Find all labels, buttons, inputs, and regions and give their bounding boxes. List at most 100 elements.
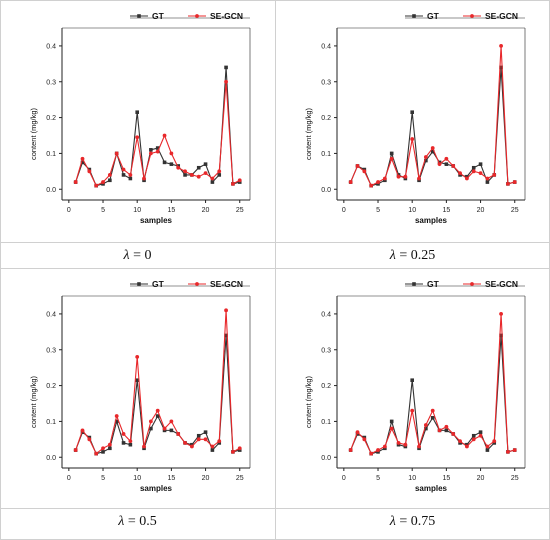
data-point-gt	[430, 149, 435, 154]
data-point-se-gcn	[417, 444, 421, 449]
data-point-se-gcn	[135, 135, 140, 140]
y-axis-label: content (mg/kg)	[304, 107, 313, 160]
data-point-gt	[471, 433, 476, 438]
data-point-se-gcn	[499, 312, 503, 316]
data-point-se-gcn	[382, 176, 387, 181]
panel-lambda-075: 0.0 0.1 0.2 0.3 0.4 0 5 10 15 20 25 samples content …	[275, 268, 550, 540]
data-point-se-gcn	[430, 408, 435, 413]
data-point-se-gcn	[464, 176, 469, 181]
x-tick-label: 0	[67, 475, 71, 482]
data-point-se-gcn	[492, 173, 497, 177]
line-chart: 0.0 0.1 0.2 0.3 0.4 0 5 10 15 20 25 samples content …	[304, 279, 526, 493]
data-point-se-gcn	[80, 428, 85, 433]
data-point-se-gcn	[471, 169, 476, 174]
data-point-se-gcn	[203, 437, 208, 442]
data-point-se-gcn	[376, 448, 380, 452]
data-point-se-gcn	[478, 433, 483, 438]
data-point-se-gcn	[114, 151, 119, 156]
data-point-se-gcn	[176, 165, 181, 170]
series-line-gt	[350, 335, 515, 455]
y-axis-label: content (mg/kg)	[304, 375, 313, 428]
caption-symbol: λ	[123, 248, 130, 263]
data-point-se-gcn	[148, 151, 153, 156]
grid-left-border	[0, 0, 1, 540]
data-point-gt	[499, 333, 503, 338]
data-point-gt	[444, 428, 449, 433]
data-point-gt	[108, 178, 112, 183]
data-point-gt	[478, 162, 483, 166]
legend-label: SE-GCN	[485, 279, 518, 289]
data-point-se-gcn	[162, 426, 167, 431]
line-chart: 0.0 0.1 0.2 0.3 0.4 0 5 10 15 20 25 samples content …	[29, 279, 251, 493]
panel-lambda-05: 0.0 0.1 0.2 0.3 0.4 0 5 10 15 20 25 samples content …	[0, 268, 275, 540]
data-point-gt	[169, 162, 174, 166]
data-point-se-gcn	[410, 137, 415, 141]
data-point-se-gcn	[444, 156, 449, 161]
data-point-se-gcn	[189, 444, 194, 449]
data-point-se-gcn	[423, 423, 428, 427]
data-point-se-gcn	[396, 174, 401, 179]
data-point-gt	[169, 428, 174, 433]
data-point-se-gcn	[237, 446, 242, 451]
data-point-gt	[121, 441, 126, 445]
y-tick-label: 0.1	[321, 419, 331, 426]
y-tick-label: 0.3	[321, 347, 331, 354]
series-line-gt	[350, 67, 515, 187]
data-point-se-gcn	[423, 155, 428, 159]
legend-marker-se-gcn	[195, 282, 199, 286]
data-point-se-gcn	[107, 442, 112, 447]
caption-value: = 0	[129, 248, 152, 263]
data-point-se-gcn	[348, 180, 353, 184]
data-point-gt	[499, 65, 503, 70]
y-tick-label: 0.4	[46, 311, 56, 318]
caption-value: = 0.5	[124, 514, 157, 529]
x-tick-label: 0	[342, 475, 346, 482]
x-tick-label: 5	[376, 475, 380, 482]
x-tick-label: 25	[511, 207, 519, 214]
data-point-se-gcn	[451, 164, 456, 168]
data-point-gt	[217, 173, 222, 177]
data-point-se-gcn	[183, 441, 187, 445]
y-tick-label: 0.4	[321, 311, 331, 318]
data-point-gt	[203, 430, 208, 434]
x-tick-label: 5	[376, 207, 380, 214]
data-point-gt	[203, 162, 208, 166]
data-point-gt	[135, 378, 139, 383]
panel-caption: λ = 0.75	[275, 514, 550, 530]
data-point-gt	[224, 333, 228, 338]
data-point-gt	[478, 430, 483, 434]
y-tick-label: 0.4	[46, 43, 56, 50]
data-point-se-gcn	[512, 180, 517, 184]
data-point-gt	[155, 414, 160, 418]
data-point-gt	[108, 446, 112, 451]
data-point-se-gcn	[169, 151, 174, 156]
data-point-se-gcn	[176, 432, 181, 436]
series-line-se-gcn	[75, 310, 241, 455]
data-point-gt	[389, 419, 394, 424]
panel-lambda-025: 0.0 0.1 0.2 0.3 0.4 0 5 10 15 20 25 samples content …	[275, 0, 550, 268]
x-tick-label: 0	[67, 207, 71, 214]
data-point-gt	[224, 65, 228, 70]
legend-marker-gt	[412, 282, 416, 286]
data-point-se-gcn	[94, 183, 99, 188]
data-point-se-gcn	[369, 183, 374, 188]
caption-symbol: λ	[118, 514, 125, 529]
data-point-se-gcn	[403, 174, 408, 179]
data-point-gt	[149, 426, 153, 431]
caption-symbol: λ	[389, 514, 396, 529]
line-chart: 0.0 0.1 0.2 0.3 0.4 0 5 10 15 20 25 samples content …	[304, 11, 526, 225]
x-tick-label: 20	[477, 475, 485, 482]
x-axis-label: samples	[140, 484, 173, 493]
data-point-se-gcn	[512, 448, 517, 452]
y-tick-label: 0.1	[46, 151, 56, 158]
data-point-se-gcn	[478, 171, 483, 176]
data-point-gt	[149, 148, 153, 152]
data-point-se-gcn	[87, 169, 92, 174]
data-point-gt	[210, 448, 215, 452]
series-line-se-gcn	[350, 313, 515, 455]
y-tick-label: 0.0	[46, 455, 56, 462]
data-point-se-gcn	[87, 437, 92, 442]
legend-label: SE-GCN	[485, 11, 518, 21]
legend-marker-se-gcn	[470, 282, 474, 286]
x-tick-label: 15	[442, 475, 450, 482]
